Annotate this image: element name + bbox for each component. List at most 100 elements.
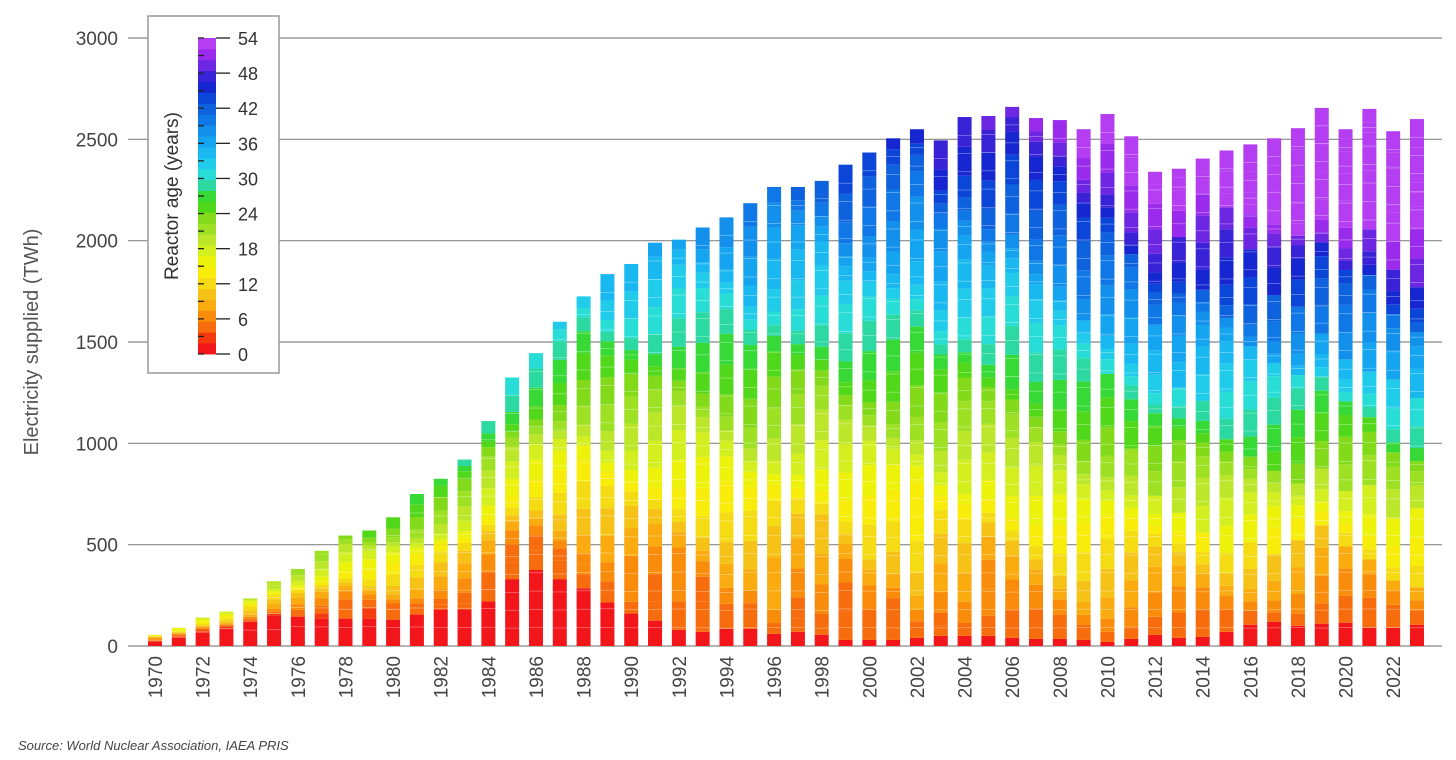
colorbar-segment xyxy=(198,255,216,268)
bar-segment xyxy=(838,405,853,420)
bar-segment xyxy=(1124,530,1139,553)
bar-segment xyxy=(219,612,234,614)
bar-segment xyxy=(695,576,710,602)
bar-segment xyxy=(1290,353,1305,366)
bar-segment xyxy=(719,282,734,294)
bar-segment xyxy=(481,517,496,525)
bar-segment xyxy=(648,440,663,468)
bar-segment xyxy=(1314,390,1329,413)
bar-segment xyxy=(695,631,710,646)
bar-segment xyxy=(481,433,496,442)
bar-segment xyxy=(886,371,901,402)
bar-segment xyxy=(767,474,782,485)
bar-segment xyxy=(743,329,758,346)
bar-segment xyxy=(957,352,972,363)
bar-segment xyxy=(671,601,686,630)
bar-segment xyxy=(886,639,901,646)
bar-segment xyxy=(981,152,996,181)
bar-segment xyxy=(743,448,758,462)
bar-segment xyxy=(1171,440,1186,462)
bar-segment xyxy=(1338,359,1353,380)
bar-segment xyxy=(671,430,686,460)
bar-segment xyxy=(1005,272,1020,297)
bar-segment xyxy=(457,520,472,532)
bar-segment xyxy=(1148,283,1163,293)
bar-segment xyxy=(981,479,996,501)
bar-segment xyxy=(1195,346,1210,375)
bar-segment xyxy=(1124,376,1139,386)
bar-segment xyxy=(1219,317,1234,328)
bar-segment xyxy=(338,582,353,586)
bar-segment xyxy=(719,430,734,441)
bar-segment xyxy=(457,592,472,604)
bar-segment xyxy=(719,628,734,646)
bar-segment xyxy=(290,568,305,576)
bar-segment xyxy=(719,481,734,513)
bar-segment xyxy=(981,208,996,230)
bar-segment xyxy=(814,634,829,646)
y-tick-label: 2000 xyxy=(76,232,118,253)
bar-segment xyxy=(814,440,829,470)
bar-segment xyxy=(862,639,877,646)
bar-segment xyxy=(362,590,377,595)
bar-segment xyxy=(1100,217,1115,233)
colorbar-segment xyxy=(198,190,216,202)
bar-segment xyxy=(767,202,782,228)
bar-segment xyxy=(957,481,972,495)
bar-segment xyxy=(1148,171,1163,185)
bar-segment xyxy=(671,391,686,407)
bar-segment xyxy=(1219,631,1234,646)
bar-segment xyxy=(981,452,996,480)
bar-segment xyxy=(314,554,329,562)
bar-segment xyxy=(267,585,282,590)
bar-segment xyxy=(767,311,782,326)
bar-segment xyxy=(790,538,805,569)
bar-segment xyxy=(767,351,782,377)
bar-segment xyxy=(1076,484,1091,500)
x-tick-label: 1994 xyxy=(717,656,738,699)
bar-segment xyxy=(338,578,353,583)
bar-segment xyxy=(1100,143,1115,173)
bar-segment xyxy=(1362,342,1377,372)
bar-segment xyxy=(981,251,996,266)
bar-segment xyxy=(767,438,782,461)
bar-segment xyxy=(1362,407,1377,418)
bar-segment xyxy=(1029,274,1044,285)
bar-segment xyxy=(1029,569,1044,585)
bar-segment xyxy=(981,423,996,453)
bar-segment xyxy=(1100,568,1115,598)
bar-segment xyxy=(933,472,948,486)
bar-segment xyxy=(648,620,663,646)
bar-segment xyxy=(481,524,496,532)
bar-segment xyxy=(1124,212,1139,233)
bar-segment xyxy=(790,344,805,355)
bar-segment xyxy=(1267,612,1282,622)
bar-segment xyxy=(1124,552,1139,581)
bar-segment xyxy=(505,478,520,496)
bar-segment xyxy=(1410,368,1424,399)
bar-segment xyxy=(1005,609,1020,638)
bar-segment xyxy=(481,441,496,448)
bar-segment xyxy=(886,464,901,490)
bar-segment xyxy=(552,560,567,580)
bar-segment xyxy=(243,619,258,622)
bar-segment xyxy=(1219,150,1234,172)
bar-segment xyxy=(862,351,877,381)
bar-segment xyxy=(1195,587,1210,610)
bar-segment xyxy=(886,437,901,449)
colorbar-label: 54 xyxy=(238,29,258,49)
bar-segment xyxy=(1029,179,1044,210)
bar-segment xyxy=(1148,393,1163,405)
bar-segment xyxy=(1243,276,1258,305)
bar-segment xyxy=(1029,118,1044,132)
bar-1984 xyxy=(481,421,496,646)
bar-segment xyxy=(1124,385,1139,400)
bar-segment xyxy=(505,515,520,522)
bar-segment xyxy=(576,436,591,446)
bar-segment xyxy=(552,321,567,330)
bar-segment xyxy=(1219,391,1234,419)
bar-segment xyxy=(743,226,758,257)
bar-segment xyxy=(1219,525,1234,554)
bar-segment xyxy=(695,312,710,343)
bar-segment xyxy=(600,508,615,536)
